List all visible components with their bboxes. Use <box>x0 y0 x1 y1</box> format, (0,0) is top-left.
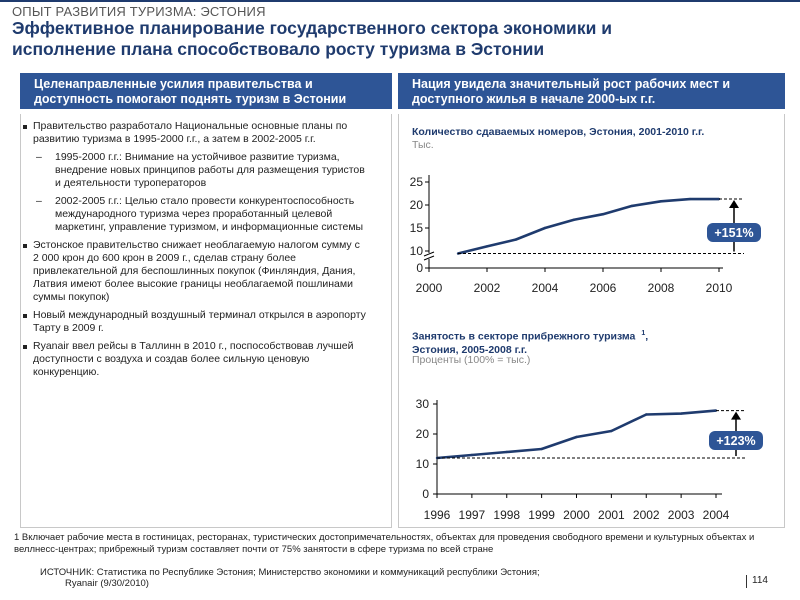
growth-arrow-head <box>731 411 741 420</box>
bullet-item: Эстонское правительство снижает необлага… <box>22 239 367 304</box>
data-point <box>717 197 721 201</box>
axis-break-mark <box>423 255 435 261</box>
chart1-subtitle: Тыс. <box>412 139 434 151</box>
chart1-title: Количество сдаваемых номеров, Эстония, 2… <box>412 126 705 138</box>
data-point <box>714 409 718 412</box>
data-point <box>540 447 543 451</box>
y-tick-label: 0 <box>422 487 429 501</box>
sub-bullet-item: 1995-2000 г.г.: Внимание на устойчивое р… <box>22 151 367 190</box>
y-tick-label: 20 <box>416 427 430 441</box>
right-panel-header: Нация увидела значительный рост рабочих … <box>398 73 785 109</box>
source-note: ИСТОЧНИК: Статистика по Республике Эстон… <box>40 567 640 589</box>
y-tick-label: 0 <box>416 261 423 275</box>
y-tick-label: 10 <box>410 244 424 258</box>
y-tick-label: 20 <box>410 198 424 212</box>
data-point <box>514 238 518 241</box>
bullet-item: Правительство разработало Национальные о… <box>22 120 367 146</box>
growth-badge <box>707 223 761 242</box>
x-tick-label: 2004 <box>532 281 559 295</box>
x-tick-label: 2003 <box>668 508 695 522</box>
x-tick-label: 2004 <box>703 508 730 522</box>
x-tick-label: 2002 <box>633 508 660 522</box>
data-point <box>630 204 634 208</box>
chart2-subtitle: Проценты (100% = тыс.) <box>412 354 531 366</box>
page-title: Эффективное планирование государственног… <box>12 18 782 60</box>
y-tick-label: 10 <box>416 457 430 471</box>
y-tick-label: 25 <box>410 175 424 189</box>
source-line-1: ИСТОЧНИК: Статистика по Республике Эстон… <box>40 567 540 578</box>
data-point <box>470 453 474 457</box>
right-header-line-1: Нация увидела значительный рост рабочих … <box>412 77 731 91</box>
sub-bullet-item: 2002-2005 г.г.: Целью стало провести кон… <box>22 195 367 234</box>
data-point <box>610 429 613 433</box>
y-tick-label: 15 <box>410 221 424 235</box>
growth-badge-label: +123% <box>716 434 755 448</box>
chart2-footnote-mark: 1 <box>641 330 646 337</box>
chart2-title-comma: , <box>645 330 649 343</box>
left-panel-header: Целенаправленные усилия правительства и … <box>20 73 392 109</box>
bullet-item: Новый международный воздушный терминал о… <box>22 309 367 335</box>
axis-break-gap <box>424 253 434 259</box>
source-line-2: Ryanair (9/30/2010) <box>65 578 149 589</box>
data-point <box>679 412 683 415</box>
employment-line-chart: 0 10 20 30 1996 1997 1998 1999 2000 2001 2002 2003 2… <box>416 397 763 522</box>
axis-break-mark <box>423 251 435 257</box>
data-point <box>572 218 576 221</box>
chart2-title: Занятость в секторе прибрежного туризма … <box>412 327 648 357</box>
title-line-1: Эффективное планирование государственног… <box>12 18 612 38</box>
data-point <box>543 226 547 230</box>
x-tick-label: 2002 <box>474 281 501 295</box>
x-tick-label: 2001 <box>598 508 625 522</box>
series-line <box>436 409 717 460</box>
growth-arrow-head <box>729 200 739 209</box>
section-supertitle: ОПЫТ РАЗВИТИЯ ТУРИЗМА: ЭСТОНИЯ <box>12 4 266 19</box>
x-tick-label: 2006 <box>590 281 617 295</box>
bullet-list: Правительство разработало Национальные о… <box>22 120 367 384</box>
data-point <box>505 450 508 454</box>
right-panel-body <box>398 114 785 528</box>
x-tick-label: 2008 <box>648 281 675 295</box>
y-tick-label: 30 <box>416 397 430 411</box>
title-line-2: исполнение плана способствовало росту ту… <box>12 39 545 59</box>
left-header-line-1: Целенаправленные усилия правительства и <box>34 77 313 91</box>
left-panel-body <box>20 114 392 528</box>
page-number-divider <box>746 575 747 588</box>
data-point <box>575 435 578 439</box>
x-tick-label: 2010 <box>706 281 733 295</box>
left-header-line-2: доступность помогают поднять туризм в Эс… <box>34 92 347 106</box>
chart2-title-line-2: Эстония, 2005-2008 г.г. <box>412 343 528 356</box>
series-line <box>457 197 719 255</box>
x-tick-label: 2000 <box>416 281 443 295</box>
x-tick-label: 1998 <box>493 508 520 522</box>
bullet-item: Ryanair ввел рейсы в Таллинн в 2010 г., … <box>22 340 367 379</box>
data-point <box>645 413 648 416</box>
chart2-title-line-1: Занятость в секторе прибрежного туризма <box>412 330 636 343</box>
rooms-line-chart: 0 10 15 20 25 2000 2002 2004 2006 2008 2010 +151% <box>410 175 761 295</box>
growth-badge <box>709 431 763 450</box>
data-point <box>485 245 489 248</box>
page-number: 114 <box>752 575 768 586</box>
data-point <box>688 197 692 201</box>
x-tick-label: 2000 <box>563 508 590 522</box>
x-tick-label: 1996 <box>424 508 451 522</box>
right-header-line-2: доступного жилья в начале 2000-ых г.г. <box>412 92 656 106</box>
top-rule <box>0 0 800 2</box>
growth-badge-label: +151% <box>714 226 753 240</box>
x-tick-label: 1997 <box>459 508 486 522</box>
data-point <box>601 213 605 216</box>
data-point <box>659 200 663 203</box>
x-tick-label: 1999 <box>528 508 555 522</box>
footnote: 1 Включает рабочие места в гостиницах, р… <box>14 532 755 555</box>
